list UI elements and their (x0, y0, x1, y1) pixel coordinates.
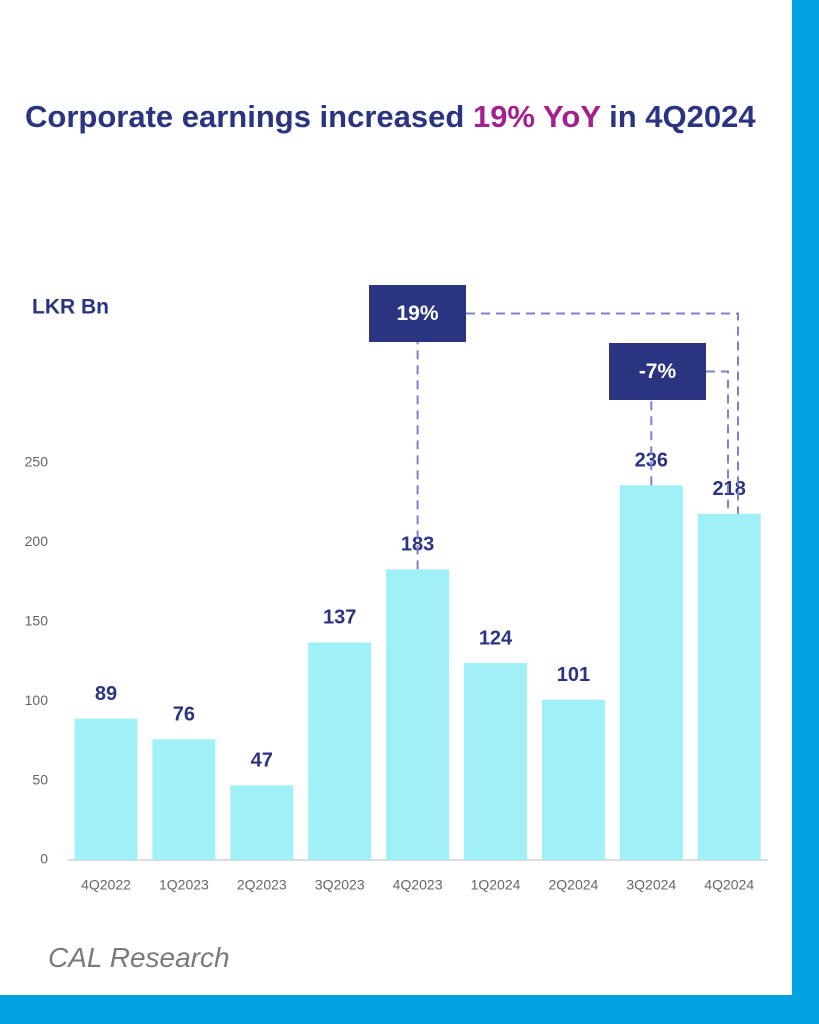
title-highlight: 19% YoY (472, 99, 601, 134)
x-tick-label: 4Q2022 (81, 877, 131, 893)
bar (619, 485, 683, 860)
y-tick-label: 200 (25, 533, 49, 549)
y-axis-label: LKR Bn (32, 296, 109, 319)
x-tick-label: 4Q2024 (704, 877, 754, 893)
value-label: 218 (713, 478, 746, 500)
y-tick-label: 250 (25, 454, 49, 470)
bar (230, 785, 294, 860)
annotation-connector (416, 312, 739, 570)
bar (386, 569, 450, 860)
annotation-connector (650, 370, 729, 514)
bar (152, 739, 216, 860)
x-tick-label: 1Q2023 (159, 877, 209, 893)
chart-title: Corporate earnings increased 19% YoY in … (25, 92, 765, 142)
y-tick-label: 100 (25, 692, 49, 708)
y-tick-label: 0 (40, 851, 48, 867)
x-tick-label: 2Q2023 (237, 877, 287, 893)
x-tick-label: 3Q2024 (626, 877, 676, 893)
annotation-box (369, 285, 466, 342)
bar (541, 699, 605, 860)
value-label: 47 (251, 750, 273, 772)
y-tick-label: 50 (32, 771, 48, 787)
bar (697, 513, 761, 860)
title-text: in 4Q2024 (609, 99, 756, 134)
value-label: 89 (95, 683, 117, 705)
x-tick-label: 2Q2024 (548, 877, 598, 893)
x-tick-label: 1Q2024 (471, 877, 521, 893)
bar (464, 663, 527, 860)
source: CAL Research (48, 942, 230, 973)
value-label: 137 (323, 607, 356, 629)
value-label: 76 (173, 704, 195, 726)
x-tick-label: 3Q2023 (315, 877, 365, 893)
bar (308, 642, 372, 860)
value-label: 101 (557, 664, 590, 686)
y-tick-label: 150 (25, 613, 49, 629)
value-label: 183 (401, 534, 434, 556)
value-label: 124 (479, 627, 513, 649)
frame-border (0, 995, 819, 1024)
annotation-label: 19% (396, 302, 438, 325)
annotation-label: -7% (639, 360, 677, 383)
frame-border (792, 0, 819, 1024)
annotation-box (609, 343, 706, 400)
bar (74, 718, 138, 860)
title-text: Corporate earnings increased (25, 99, 465, 134)
x-tick-label: 4Q2023 (393, 877, 443, 893)
value-label: 236 (635, 450, 668, 472)
